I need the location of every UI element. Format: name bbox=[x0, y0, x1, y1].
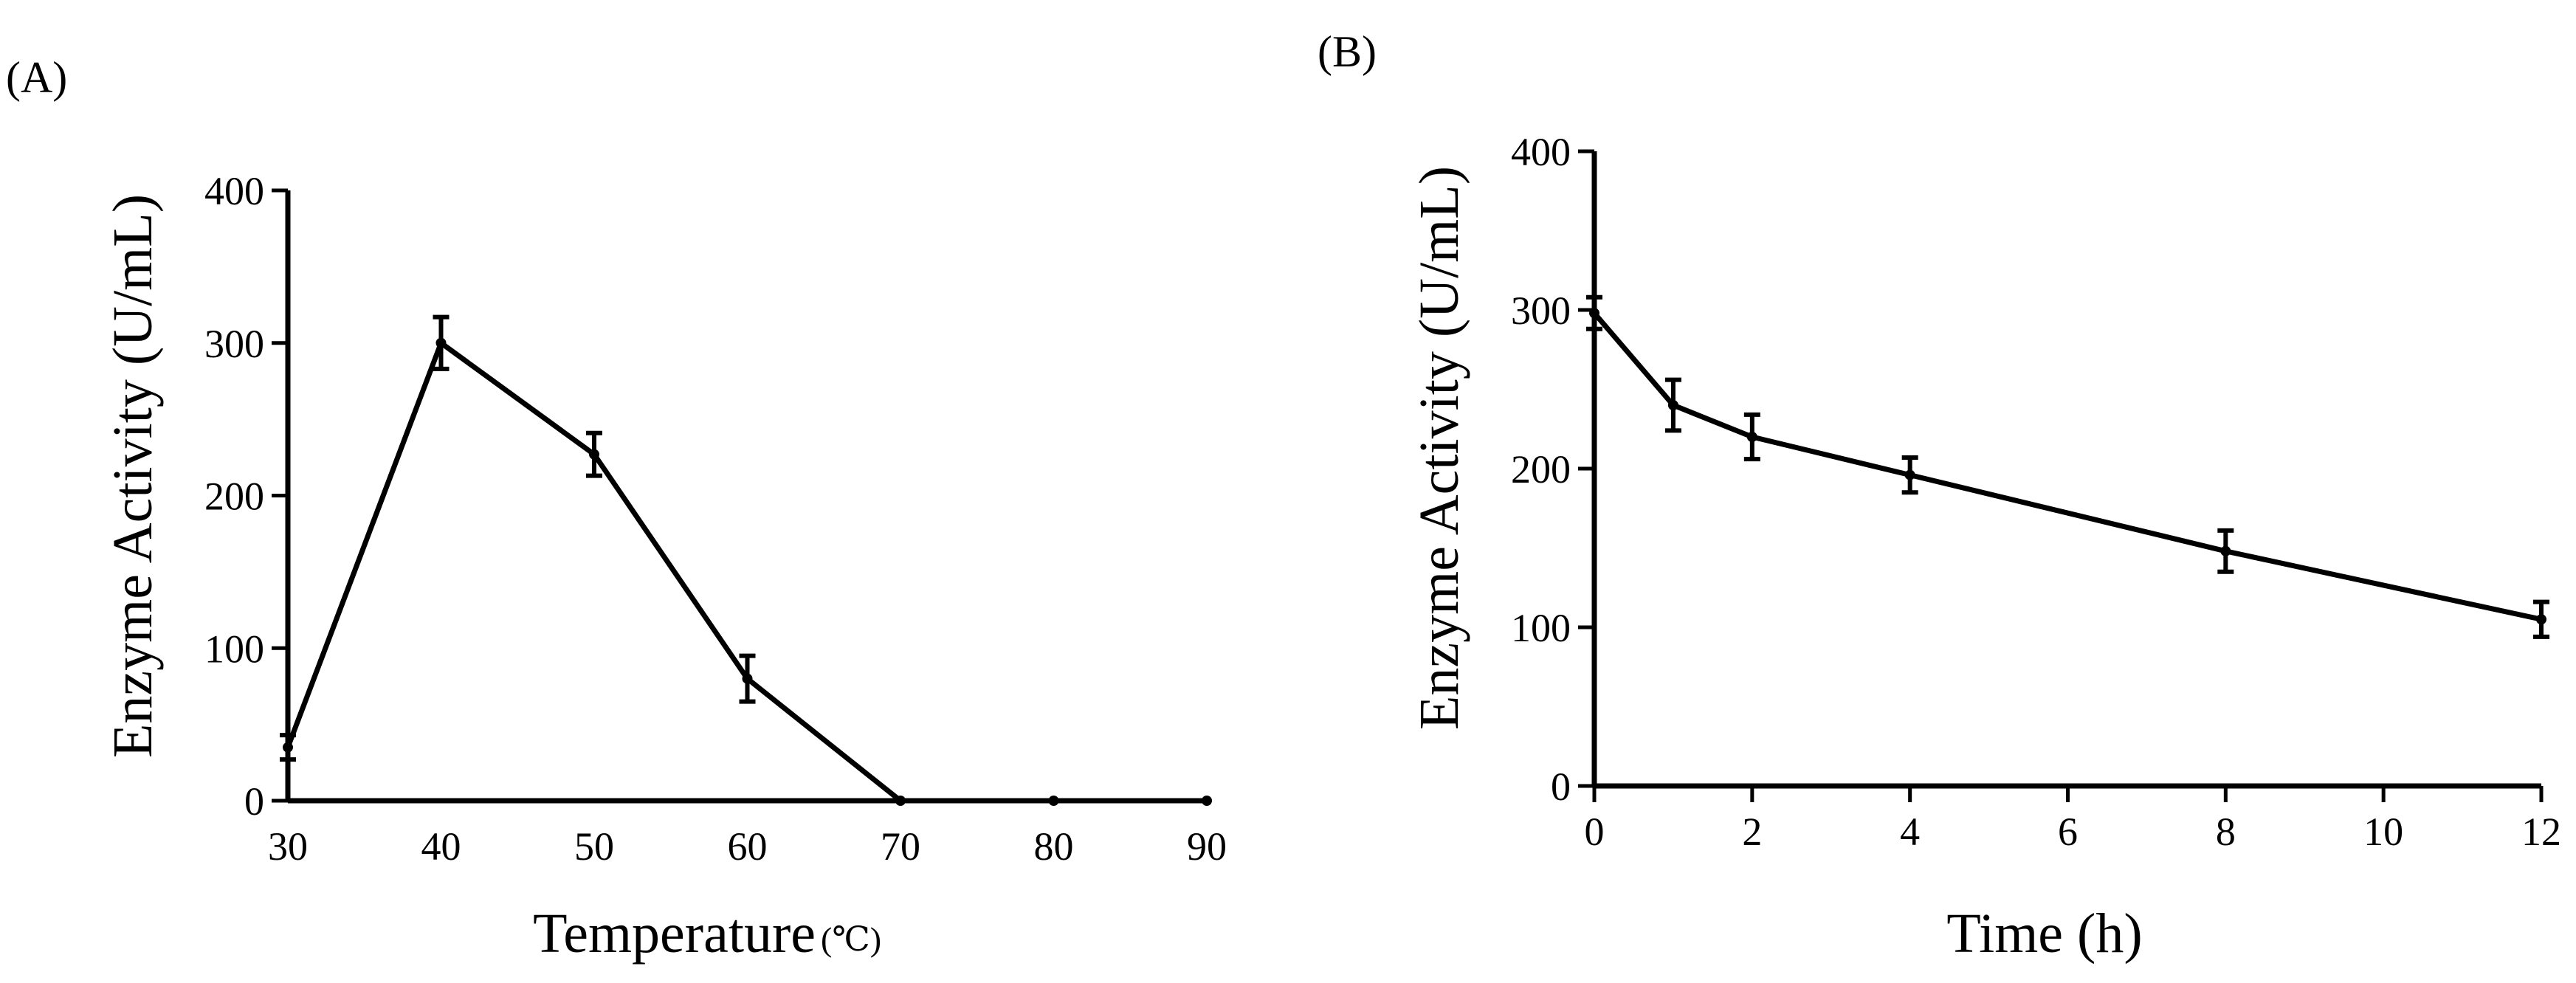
panel-b-y-tick-label: 200 bbox=[1511, 447, 1571, 492]
panel-a-x-tick-label: 90 bbox=[1187, 824, 1227, 869]
panel-b-x-tick-label: 6 bbox=[2058, 810, 2078, 854]
panel-a-data-point bbox=[283, 742, 293, 753]
panel-a-y-tick-label: 100 bbox=[204, 627, 264, 671]
chart-panel-b: (B) Enzyme Activity (U/mL) Time (h) 0100… bbox=[1318, 27, 2561, 965]
panel-a-data-point bbox=[1048, 796, 1059, 806]
panel-b-x-tick-label: 12 bbox=[2521, 810, 2561, 854]
panel-b-y-tick-label: 0 bbox=[1551, 765, 1571, 809]
panel-a-data-point bbox=[1202, 796, 1212, 806]
panel-a-x-tick-label: 60 bbox=[728, 824, 768, 869]
panel-b-x-axis-title: Time (h) bbox=[1946, 903, 2142, 965]
panel-a-y-tick-label: 300 bbox=[204, 322, 264, 366]
panel-a-x-tick-label: 50 bbox=[574, 824, 614, 869]
panel-b-x-tick-label: 2 bbox=[1742, 810, 1762, 854]
panel-a-x-axis-title: Temperature bbox=[533, 903, 816, 965]
panel-b-x-tick-label: 10 bbox=[2363, 810, 2403, 854]
panel-a-axes: 0 100 200 300 400 30 40 50 60 70 80 90 bbox=[204, 169, 1227, 869]
panel-b-data-point bbox=[2220, 545, 2231, 556]
panel-a-x-axis-unit: (℃) bbox=[821, 920, 881, 958]
panel-b-axes: 0 100 200 300 400 0 2 4 6 8 10 12 bbox=[1511, 130, 2561, 854]
panel-a-y-tick-label: 200 bbox=[204, 475, 264, 519]
panel-a-y-axis-title: Enzyme Activity (U/mL) bbox=[102, 194, 164, 758]
panel-a-series-line bbox=[285, 340, 1207, 804]
panel-b-x-tick-label: 0 bbox=[1585, 810, 1605, 854]
panel-b-data-point bbox=[1589, 308, 1599, 319]
panel-a-data-point bbox=[895, 796, 906, 806]
panel-b-series-line bbox=[1592, 311, 2542, 622]
panel-b-x-tick-label: 4 bbox=[1900, 810, 1920, 854]
panel-b-data-point bbox=[2536, 614, 2546, 625]
panel-a-x-tick-label: 30 bbox=[268, 824, 308, 869]
panel-b-series bbox=[1586, 294, 2549, 639]
panel-a-y-tick-label: 400 bbox=[204, 169, 264, 213]
panel-a-data-point bbox=[742, 673, 753, 684]
panel-a-x-tick-label: 40 bbox=[421, 824, 461, 869]
panel-b-data-point bbox=[1746, 432, 1757, 442]
panel-a-x-tick-label: 70 bbox=[881, 824, 920, 869]
panel-b-x-tick-label: 8 bbox=[2216, 810, 2236, 854]
panel-b-label: (B) bbox=[1318, 27, 1377, 76]
panel-a-series bbox=[280, 314, 1212, 806]
panel-b-y-tick-label: 100 bbox=[1511, 606, 1571, 650]
panel-b-y-axis-title: Enzyme Activity (U/mL) bbox=[1408, 166, 1470, 730]
panel-b-y-tick-label: 400 bbox=[1511, 130, 1571, 174]
panel-a-data-point bbox=[589, 449, 599, 460]
panel-b-y-tick-label: 300 bbox=[1511, 289, 1571, 333]
panel-b-data-point bbox=[1904, 469, 1915, 480]
chart-panel-a: (A) Enzyme Activity (U/mL) Temperature (… bbox=[6, 53, 1227, 965]
panel-a-label: (A) bbox=[6, 53, 67, 102]
panel-a-y-tick-label: 0 bbox=[244, 779, 264, 824]
panel-b-data-point bbox=[1667, 400, 1678, 410]
panel-a-data-point bbox=[435, 337, 447, 348]
panel-a-x-tick-label: 80 bbox=[1034, 824, 1074, 869]
